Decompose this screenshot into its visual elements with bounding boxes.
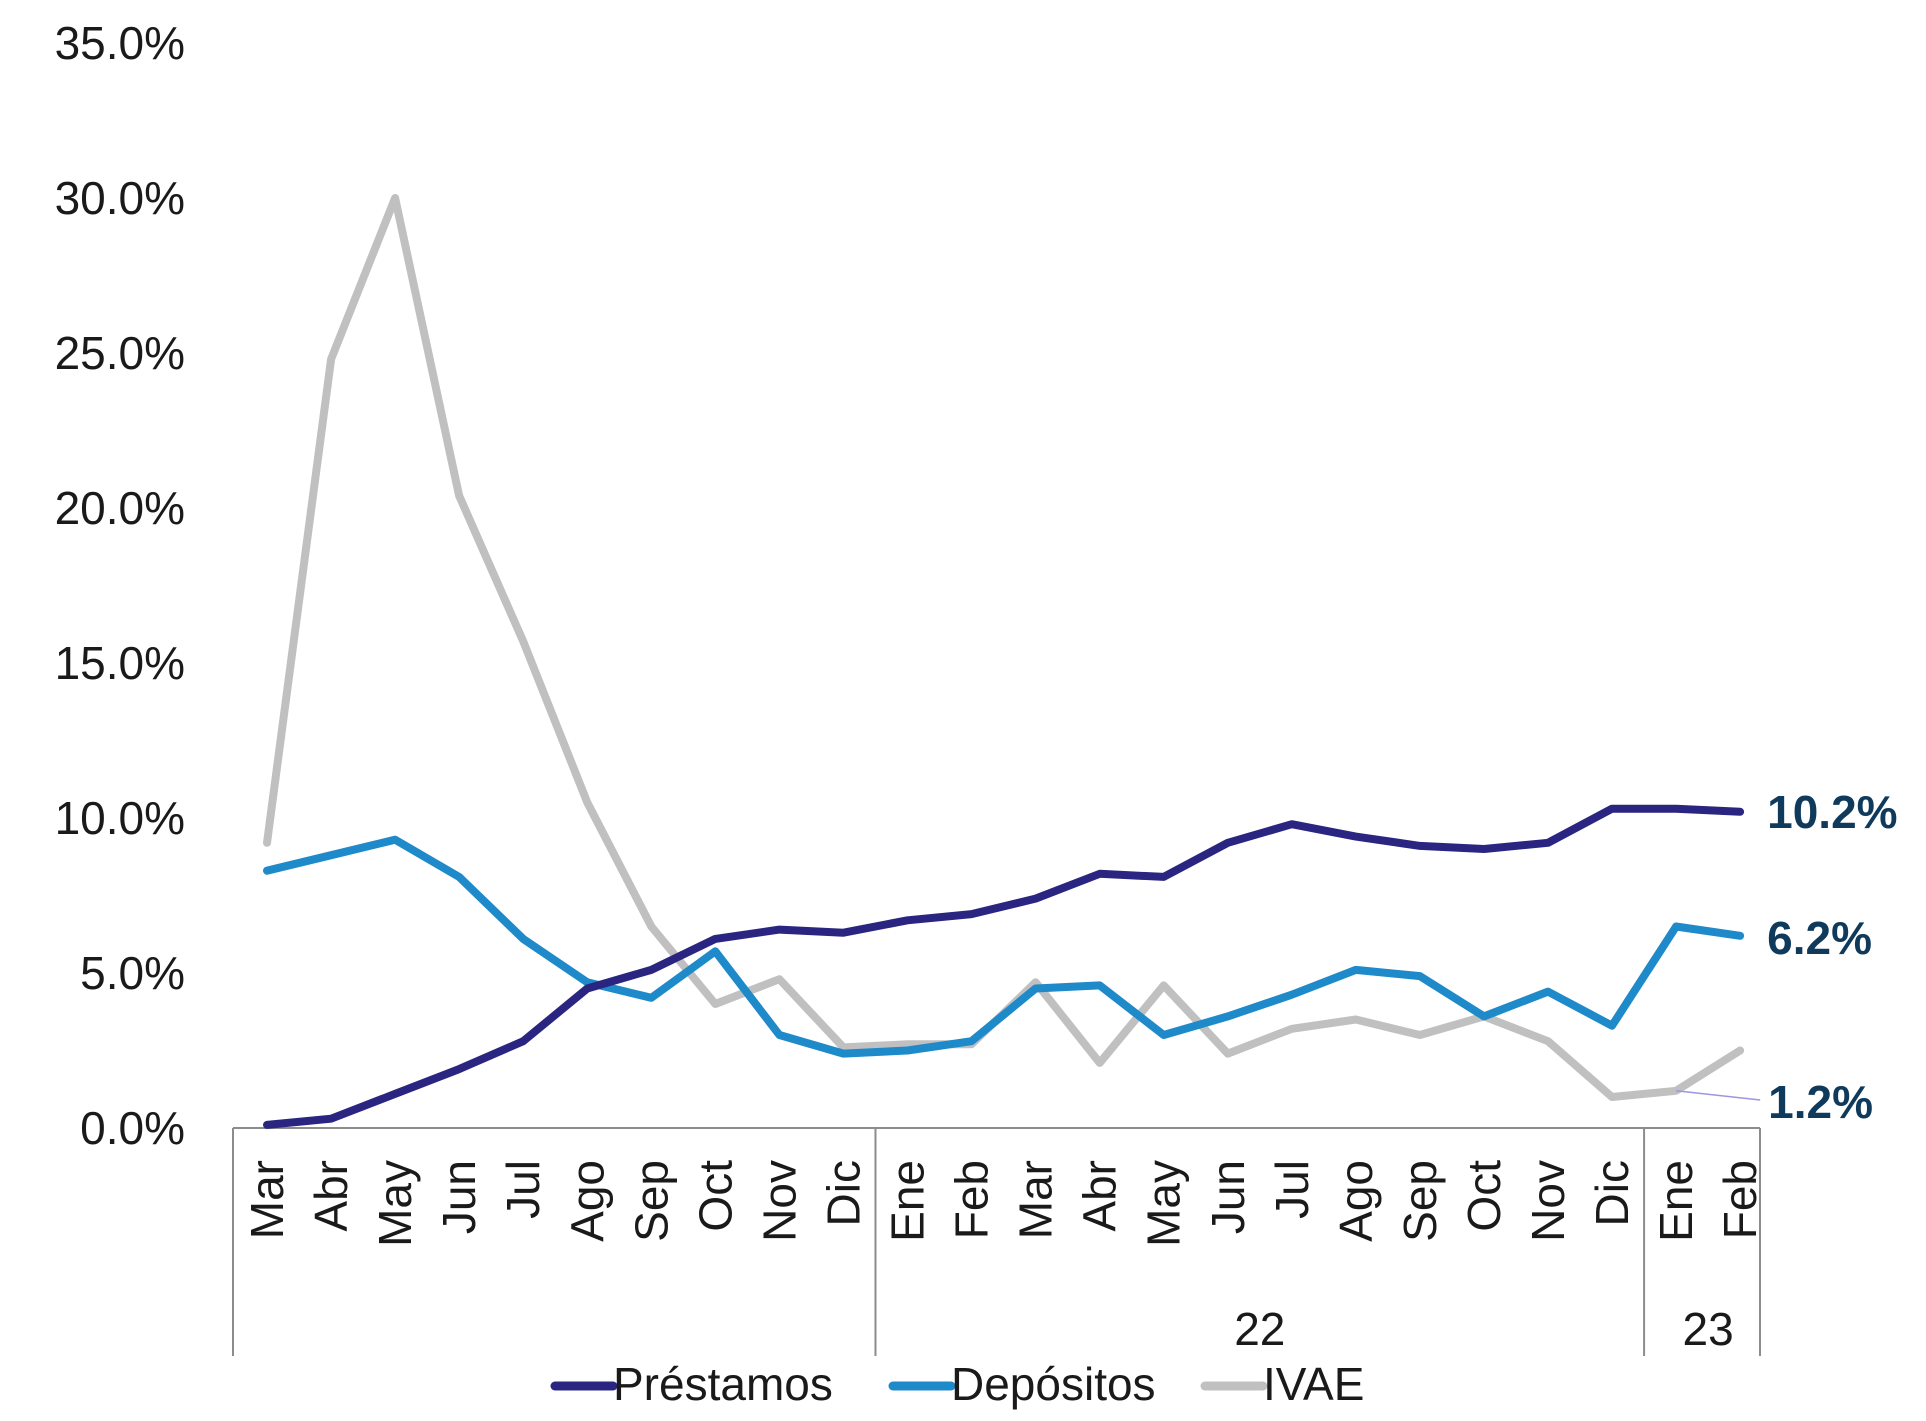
end-labels: 10.2% 6.2% 1.2%	[1676, 786, 1898, 1128]
x-tick-label: May	[369, 1160, 421, 1247]
end-label: 1.2%	[1768, 1076, 1873, 1128]
axes	[232, 1127, 1761, 1356]
legend: Préstamos Depósitos IVAE	[550, 1358, 1364, 1410]
x-tick-label: Abr	[1074, 1160, 1126, 1232]
series-line-prstamos	[263, 804, 1745, 1129]
x-tick-label: Jul	[497, 1160, 549, 1219]
y-tick-label: 10.0%	[55, 792, 185, 844]
x-tick-label: Ene	[1650, 1160, 1702, 1242]
series-line-ivae	[263, 194, 1745, 1101]
x-tick-label: Ago	[1330, 1160, 1382, 1242]
x-tick-label: Ago	[561, 1160, 613, 1242]
x-tick-label: Oct	[689, 1160, 741, 1232]
x-tick-label: Feb	[946, 1160, 998, 1239]
x-axis-ticks: Mar Abr May Jun Jul Ago Sep Oct Nov Dic Ene Feb Mar A…	[241, 1160, 1766, 1247]
legend-label: Préstamos	[613, 1358, 833, 1410]
legend-label: Depósitos	[951, 1358, 1156, 1410]
y-tick-label: 0.0%	[80, 1102, 185, 1154]
leader-line	[1676, 1090, 1761, 1101]
y-tick-label: 35.0%	[55, 17, 185, 69]
x-tick-label: Jul	[1266, 1160, 1318, 1219]
end-label: 10.2%	[1767, 786, 1897, 838]
x-tick-label: Dic	[817, 1160, 869, 1226]
y-axis-ticks: 0.0% 5.0% 10.0% 15.0% 20.0% 25.0% 30.0% 35.0%	[55, 17, 185, 1154]
group-label: 22	[1234, 1303, 1285, 1355]
x-tick-label: Nov	[753, 1160, 805, 1242]
x-tick-label: Oct	[1458, 1160, 1510, 1232]
y-tick-label: 15.0%	[55, 637, 185, 689]
series-lines	[263, 194, 1745, 1129]
legend-label: IVAE	[1263, 1358, 1364, 1410]
x-tick-label: Abr	[305, 1160, 357, 1232]
y-tick-label: 20.0%	[55, 482, 185, 534]
group-label: 23	[1683, 1303, 1734, 1355]
x-tick-label: Jun	[1202, 1160, 1254, 1234]
y-tick-label: 30.0%	[55, 172, 185, 224]
x-tick-label: Sep	[625, 1160, 677, 1242]
series-line-depsitos	[263, 835, 1745, 1058]
y-tick-label: 5.0%	[80, 947, 185, 999]
x-tick-label: Mar	[241, 1160, 293, 1239]
x-tick-label: Ene	[882, 1160, 934, 1242]
x-tick-label: Sep	[1394, 1160, 1446, 1242]
x-tick-label: Jun	[433, 1160, 485, 1234]
x-axis-groups: 22 23	[1234, 1303, 1734, 1355]
x-tick-label: May	[1138, 1160, 1190, 1247]
x-tick-label: Nov	[1522, 1160, 1574, 1242]
x-tick-label: Mar	[1010, 1160, 1062, 1239]
end-label: 6.2%	[1767, 912, 1872, 964]
x-tick-label: Feb	[1714, 1160, 1766, 1239]
x-tick-label: Dic	[1586, 1160, 1638, 1226]
y-tick-label: 25.0%	[55, 327, 185, 379]
